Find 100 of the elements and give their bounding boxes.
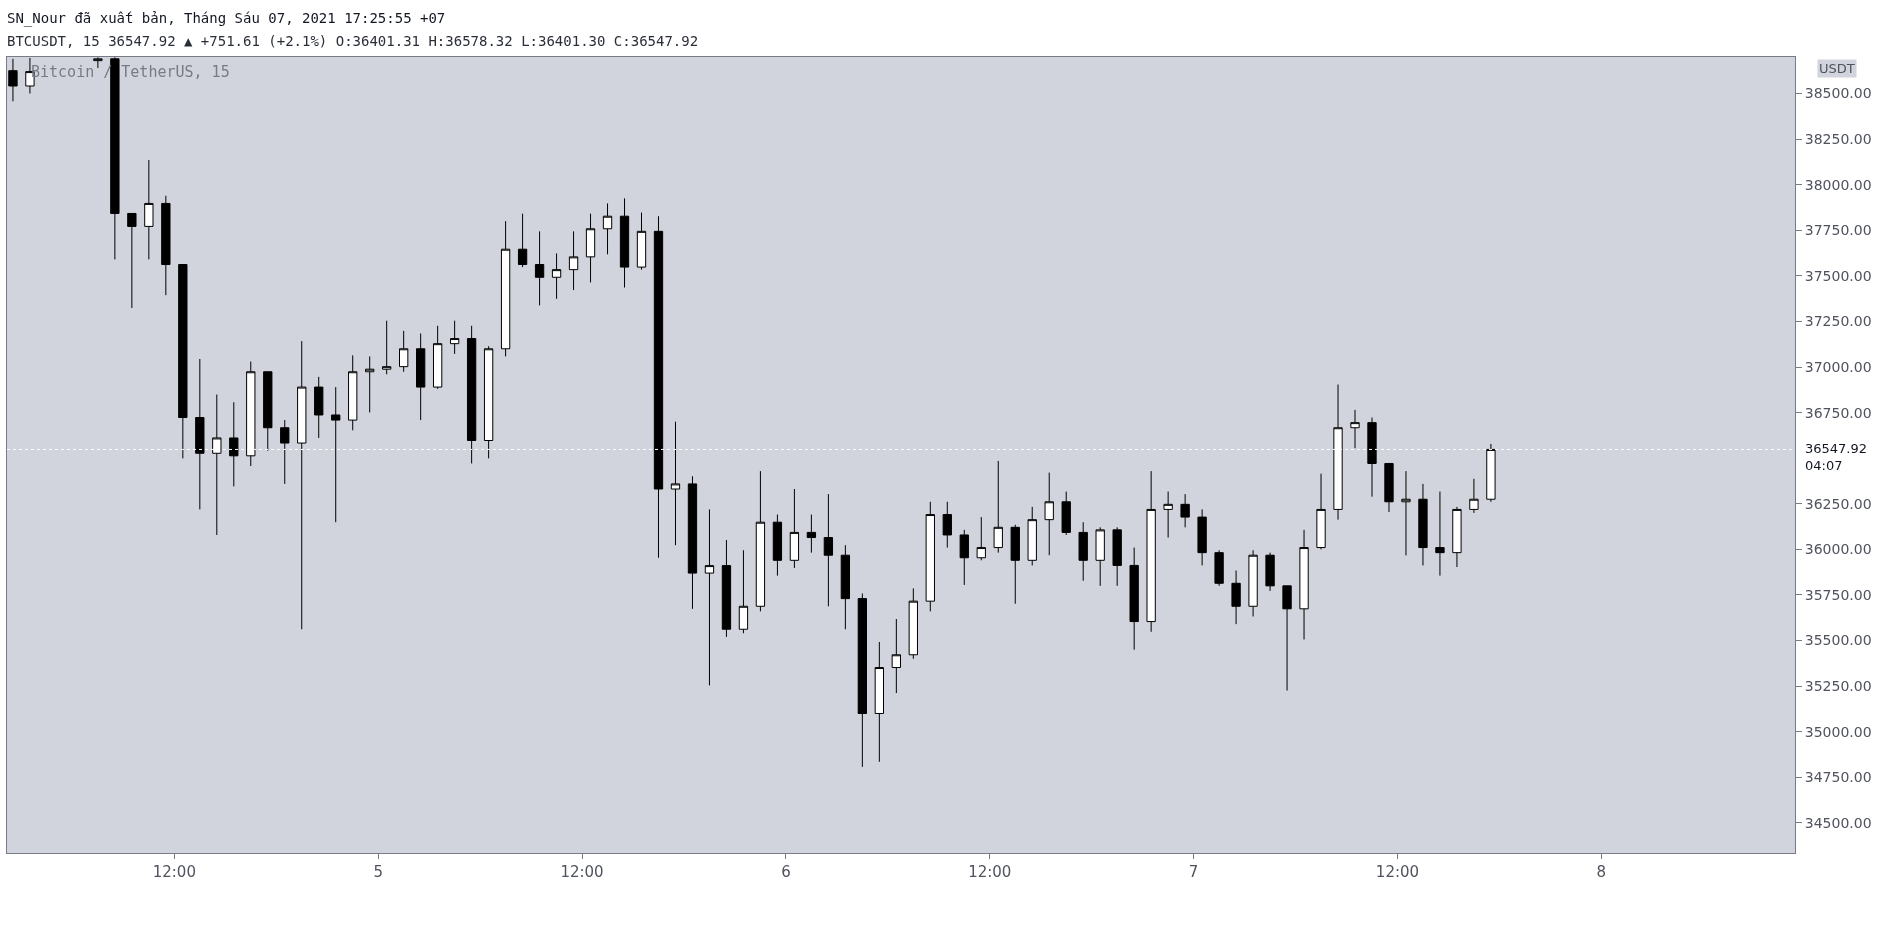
candlestick [925, 501, 935, 612]
candlestick [1231, 570, 1241, 625]
y-tick-label: 38000.00 [1804, 176, 1872, 193]
ref-line-label: 36547.92 04:07 [1805, 441, 1868, 473]
candlestick [602, 202, 613, 255]
y-tick-label: 35250.00 [1804, 678, 1872, 695]
y-tick-label: 36250.00 [1804, 495, 1872, 512]
y-tick-label: 38500.00 [1804, 85, 1872, 102]
y-tick-label: 35750.00 [1804, 586, 1872, 603]
candlestick [1078, 521, 1088, 582]
candlestick [993, 460, 1003, 554]
y-axis-title: USDT [1819, 61, 1855, 76]
candlestick [144, 159, 154, 260]
candlestick [1010, 524, 1020, 605]
candlestick [534, 230, 545, 306]
x-tick-label: 12:00 [560, 863, 604, 881]
candlestick [110, 57, 120, 260]
candlestick [399, 330, 409, 373]
candlestick [1316, 473, 1326, 550]
candlestick [959, 529, 969, 586]
candlestick [331, 386, 341, 523]
y-tick-label: 35000.00 [1804, 723, 1872, 740]
x-tick-label: 5 [373, 863, 383, 881]
text: BTCUSDT, 15 36547.92 ▲ +751.61 (+2.1%) O:36401.31 H:36578.32 L:36401.30 C:36547.92 [7, 33, 699, 49]
candlestick [1197, 508, 1207, 566]
y-tick-label: 35500.00 [1804, 632, 1872, 649]
x-tick-label: 7 [1188, 863, 1199, 881]
y-tick-label: 34750.00 [1804, 769, 1872, 786]
candlestick [908, 587, 918, 660]
candlestick [585, 213, 596, 283]
y-tick-label: 36000.00 [1804, 541, 1872, 558]
candlestick [806, 514, 817, 554]
candlestick [1282, 585, 1292, 692]
candlestick [653, 215, 664, 559]
candlestick [636, 212, 647, 271]
candlestick [1350, 409, 1360, 449]
candlestick [195, 358, 205, 510]
candlestick [1112, 526, 1122, 587]
candlestick [127, 212, 137, 309]
y-tick-label: 34500.00 [1804, 814, 1872, 831]
candlestick [1129, 547, 1139, 651]
candlestick [772, 514, 783, 577]
x-tick-label: 12:00 [152, 863, 196, 881]
y-tick-label: 37000.00 [1804, 358, 1872, 375]
y-tick-label: 38250.00 [1804, 130, 1872, 147]
candlestick [263, 371, 273, 452]
candlestick [874, 641, 884, 763]
candlestick [1146, 470, 1156, 633]
y-tick-label: 37250.00 [1804, 313, 1872, 330]
candlestick [1401, 470, 1411, 556]
candlestick [466, 325, 477, 464]
candlestick [314, 376, 324, 439]
candlestick [789, 488, 800, 569]
candlestick [942, 501, 952, 549]
candlestick [840, 544, 851, 630]
candlestick [1214, 549, 1224, 587]
candlestick [1180, 493, 1190, 528]
candlestick [1367, 417, 1377, 498]
candlestick [449, 320, 460, 355]
candlestick [280, 419, 290, 485]
candlestick [1061, 491, 1071, 536]
candlestick [1418, 483, 1428, 566]
candlestick [8, 58, 18, 102]
x-tick-label: 12:00 [1375, 863, 1420, 881]
candlestick [348, 354, 358, 431]
candlestick [93, 57, 103, 69]
candlestick [365, 355, 375, 413]
candlestick [619, 197, 630, 288]
candlestick [1452, 506, 1462, 568]
y-tick-label: 37750.00 [1804, 222, 1872, 239]
candlestick [755, 470, 766, 612]
candlestick [1265, 552, 1275, 592]
candlestick [1384, 462, 1394, 513]
candlestick [976, 516, 986, 561]
candlestick [857, 593, 868, 768]
candlestick [823, 493, 834, 607]
candlestick [416, 332, 426, 421]
x-tick-label: 6 [781, 863, 791, 881]
candlestick [1027, 506, 1037, 566]
candlestick [500, 220, 511, 357]
candlestick [891, 618, 901, 694]
candlestick [1435, 491, 1445, 577]
candlestick [1163, 491, 1173, 539]
candlestick [382, 320, 392, 375]
candlestick [704, 508, 715, 686]
candlestick [568, 230, 579, 291]
y-tick-label: 37500.00 [1804, 267, 1872, 284]
candlestick [229, 401, 239, 487]
candlestick [1248, 549, 1258, 617]
x-tick-label: 8 [1596, 863, 1607, 881]
candlestick [1044, 472, 1054, 556]
candlestick [517, 213, 528, 268]
x-tick-label: 12:00 [968, 863, 1012, 881]
candlestick [1299, 529, 1309, 640]
candlestick [1469, 478, 1479, 514]
y-tick-label: 36750.00 [1804, 404, 1872, 421]
candlestick [432, 325, 443, 390]
candlestick [161, 195, 171, 296]
candlestick [551, 252, 562, 300]
candlestick [1095, 526, 1105, 587]
